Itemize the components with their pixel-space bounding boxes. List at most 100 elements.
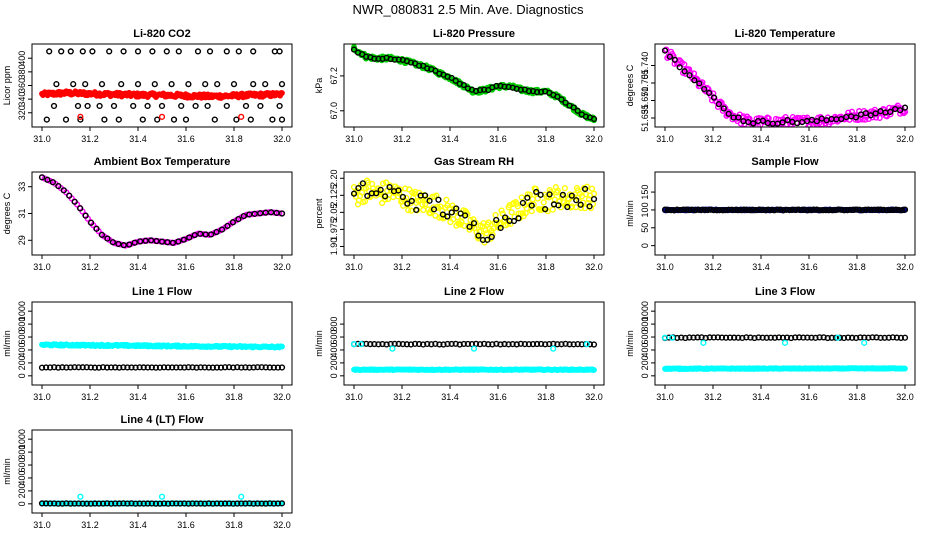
data-point — [887, 108, 894, 115]
y-tick-label: 51.670 — [640, 87, 650, 115]
data-point — [355, 185, 362, 192]
data-point — [444, 213, 451, 220]
data-point — [568, 192, 575, 199]
data-point — [395, 187, 402, 194]
series-black — [661, 206, 909, 214]
data-point — [131, 239, 138, 246]
data-point — [865, 206, 872, 213]
y-tick-label: 200 — [17, 355, 27, 370]
data-point — [718, 334, 726, 341]
y-tick-label: 340 — [17, 92, 27, 107]
data-point — [43, 116, 50, 123]
series-black — [43, 48, 286, 123]
data-point — [182, 116, 190, 123]
data-point — [529, 341, 537, 348]
data-point — [201, 500, 208, 507]
data-point — [521, 341, 528, 348]
data-point — [147, 237, 155, 244]
data-point — [83, 500, 90, 507]
data-point — [901, 104, 909, 111]
data-point — [865, 334, 872, 341]
data-point — [871, 206, 878, 213]
data-point — [55, 364, 62, 371]
data-point — [460, 81, 467, 89]
data-point — [202, 81, 209, 88]
data-point — [542, 206, 549, 213]
data-point — [235, 216, 242, 223]
data-point — [784, 116, 791, 124]
y-tick-label: 800 — [640, 317, 650, 332]
data-point — [70, 81, 77, 88]
x-axis: 31.0 31.2 31.4 31.6 31.8 32.0 — [33, 255, 291, 272]
data-point — [279, 90, 285, 96]
data-point — [722, 334, 730, 341]
data-point — [93, 225, 100, 232]
data-point — [354, 340, 362, 347]
data-point — [359, 180, 366, 187]
data-point — [77, 116, 84, 123]
data-point — [700, 339, 707, 346]
data-point — [889, 206, 896, 214]
data-point — [218, 226, 226, 233]
data-point — [87, 219, 95, 226]
data-point — [396, 190, 403, 197]
data-point — [99, 364, 107, 371]
data-point — [112, 500, 119, 507]
data-point — [44, 176, 51, 183]
data-point — [132, 364, 139, 371]
data-point — [91, 500, 98, 507]
data-point — [735, 114, 742, 121]
data-point — [677, 206, 684, 214]
data-point — [525, 341, 533, 348]
data-point — [226, 500, 233, 507]
data-point — [710, 94, 718, 101]
data-point — [868, 206, 875, 214]
x-tick-label: 31.0 — [345, 134, 363, 144]
data-point — [897, 107, 904, 114]
data-point — [186, 234, 193, 241]
plot-frame — [654, 43, 916, 128]
data-point — [223, 102, 230, 110]
data-point — [661, 206, 669, 213]
data-point — [725, 110, 732, 117]
data-point — [242, 102, 250, 110]
data-point — [404, 200, 411, 207]
data-point — [74, 102, 82, 110]
data-point — [460, 340, 467, 348]
data-point — [528, 202, 535, 209]
x-tick-label: 32.0 — [273, 520, 291, 530]
data-point — [746, 207, 754, 214]
data-point — [60, 187, 67, 194]
data-point — [743, 334, 750, 341]
data-point — [804, 114, 811, 121]
data-point — [240, 212, 247, 220]
data-point — [207, 231, 215, 238]
plot-frame — [31, 429, 293, 514]
data-point — [859, 207, 866, 214]
plot-frame — [343, 43, 605, 128]
data-point — [160, 364, 168, 371]
plot-frame — [31, 301, 293, 386]
data-point — [66, 192, 73, 199]
data-point — [819, 207, 827, 214]
data-point — [67, 364, 74, 371]
data-point — [427, 210, 434, 217]
data-point — [118, 81, 125, 88]
data-point — [262, 81, 269, 88]
y-tick-label: 51.705 — [640, 69, 650, 97]
data-point — [120, 48, 127, 55]
data-point — [881, 334, 888, 341]
data-point — [452, 77, 459, 84]
data-point — [278, 81, 286, 88]
data-point — [877, 334, 884, 341]
data-point — [191, 231, 198, 239]
data-point — [395, 56, 402, 63]
data-point — [755, 334, 762, 341]
data-point — [266, 364, 273, 371]
series-cyan — [661, 334, 868, 346]
data-point — [844, 207, 851, 214]
data-point — [836, 334, 844, 341]
data-point — [79, 48, 86, 55]
x-tick-label: 31.8 — [537, 134, 555, 144]
